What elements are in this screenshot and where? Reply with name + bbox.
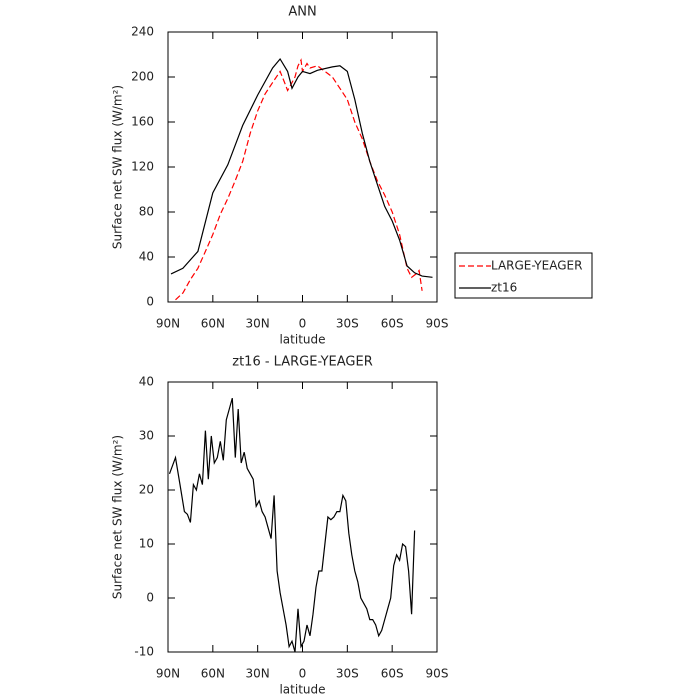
x-tick-label: 60N <box>201 317 225 331</box>
y-tick-label: 20 <box>139 483 154 497</box>
legend-box <box>454 252 593 299</box>
chart-title: zt16 - LARGE-YEAGER <box>232 355 372 370</box>
x-tick-label: 30S <box>336 667 359 681</box>
x-tick-label: 90N <box>156 317 180 331</box>
data-line <box>168 398 416 653</box>
x-tick-label: 0 <box>299 667 307 681</box>
x-tick-label: 60S <box>381 667 404 681</box>
legend-label: zt16 <box>491 281 517 295</box>
x-tick-label: 90S <box>426 667 449 681</box>
y-tick-label: 40 <box>139 250 154 264</box>
data-line <box>175 58 423 301</box>
y-tick-label: 0 <box>146 591 154 605</box>
y-tick-label: 10 <box>139 537 154 551</box>
y-axis-label: Surface net SW flux (W/m²) <box>111 435 125 599</box>
y-tick-label: 0 <box>146 295 154 309</box>
y-tick-label: 120 <box>131 160 154 174</box>
x-axis-label: latitude <box>279 333 325 347</box>
x-tick-label: 60S <box>381 317 404 331</box>
y-tick-label: 160 <box>131 115 154 129</box>
x-tick-label: 30S <box>336 317 359 331</box>
y-tick-label: 80 <box>139 205 154 219</box>
x-axis-label: latitude <box>279 683 325 697</box>
y-tick-label: 40 <box>139 375 154 389</box>
y-tick-label: 200 <box>131 70 154 84</box>
x-tick-label: 30N <box>246 667 270 681</box>
legend-label: LARGE-YEAGER <box>491 259 582 273</box>
x-tick-label: 60N <box>201 667 225 681</box>
plot-frame <box>167 381 438 653</box>
y-tick-label: 240 <box>131 25 154 39</box>
chart-title: ANN <box>288 5 316 20</box>
y-tick-label: 30 <box>139 429 154 443</box>
x-tick-label: 90S <box>426 317 449 331</box>
data-line <box>170 57 433 278</box>
x-tick-label: 30N <box>246 317 270 331</box>
y-tick-label: -10 <box>134 645 154 659</box>
x-tick-label: 90N <box>156 667 180 681</box>
x-tick-label: 0 <box>299 317 307 331</box>
y-axis-label: Surface net SW flux (W/m²) <box>111 85 125 249</box>
